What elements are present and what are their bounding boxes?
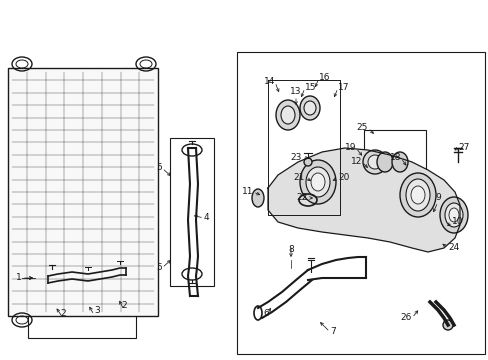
Ellipse shape [376,152,392,172]
Text: 19: 19 [344,144,355,153]
Ellipse shape [251,189,264,207]
Ellipse shape [275,100,299,130]
Bar [8,68,158,316]
Text: 6: 6 [263,309,268,318]
Ellipse shape [299,160,335,204]
Text: 27: 27 [457,144,468,153]
Text: 21: 21 [293,174,305,183]
Text: 23: 23 [290,153,302,162]
Ellipse shape [304,101,315,115]
Ellipse shape [362,150,386,174]
Text: 9: 9 [434,193,440,202]
Ellipse shape [281,106,294,124]
Text: 5: 5 [156,163,162,172]
Ellipse shape [304,158,311,166]
Text: 3: 3 [94,306,100,315]
Ellipse shape [305,167,329,197]
Text: 7: 7 [329,328,335,337]
Text: 16: 16 [318,73,330,82]
Text: 1: 1 [16,274,22,283]
Text: 2: 2 [121,301,126,310]
Ellipse shape [405,179,429,211]
Ellipse shape [391,152,407,172]
Text: 14: 14 [263,77,274,86]
Text: 5: 5 [156,264,162,273]
Text: 4: 4 [203,213,209,222]
Ellipse shape [444,203,462,227]
Text: 8: 8 [287,245,293,254]
Text: 15: 15 [305,84,316,93]
Polygon shape [267,148,459,252]
Text: 18: 18 [389,153,400,162]
Ellipse shape [439,197,467,233]
Text: 20: 20 [337,174,348,183]
Text: 17: 17 [337,84,349,93]
Ellipse shape [410,186,424,204]
Bar [363,130,425,190]
Text: 13: 13 [290,87,301,96]
Text: 10: 10 [451,217,463,226]
Text: 22: 22 [296,194,307,202]
Text: 24: 24 [447,243,458,252]
Bar [170,138,214,286]
Bar [237,52,484,354]
Text: 26: 26 [400,314,411,323]
Ellipse shape [310,173,325,191]
Ellipse shape [448,208,458,222]
Ellipse shape [442,320,452,330]
Text: 25: 25 [356,123,367,132]
Ellipse shape [299,96,319,120]
Ellipse shape [367,155,381,169]
Text: 2: 2 [60,309,66,318]
Ellipse shape [399,173,435,217]
Text: 12: 12 [350,158,361,166]
Bar [28,228,136,338]
Text: 11: 11 [241,188,252,197]
